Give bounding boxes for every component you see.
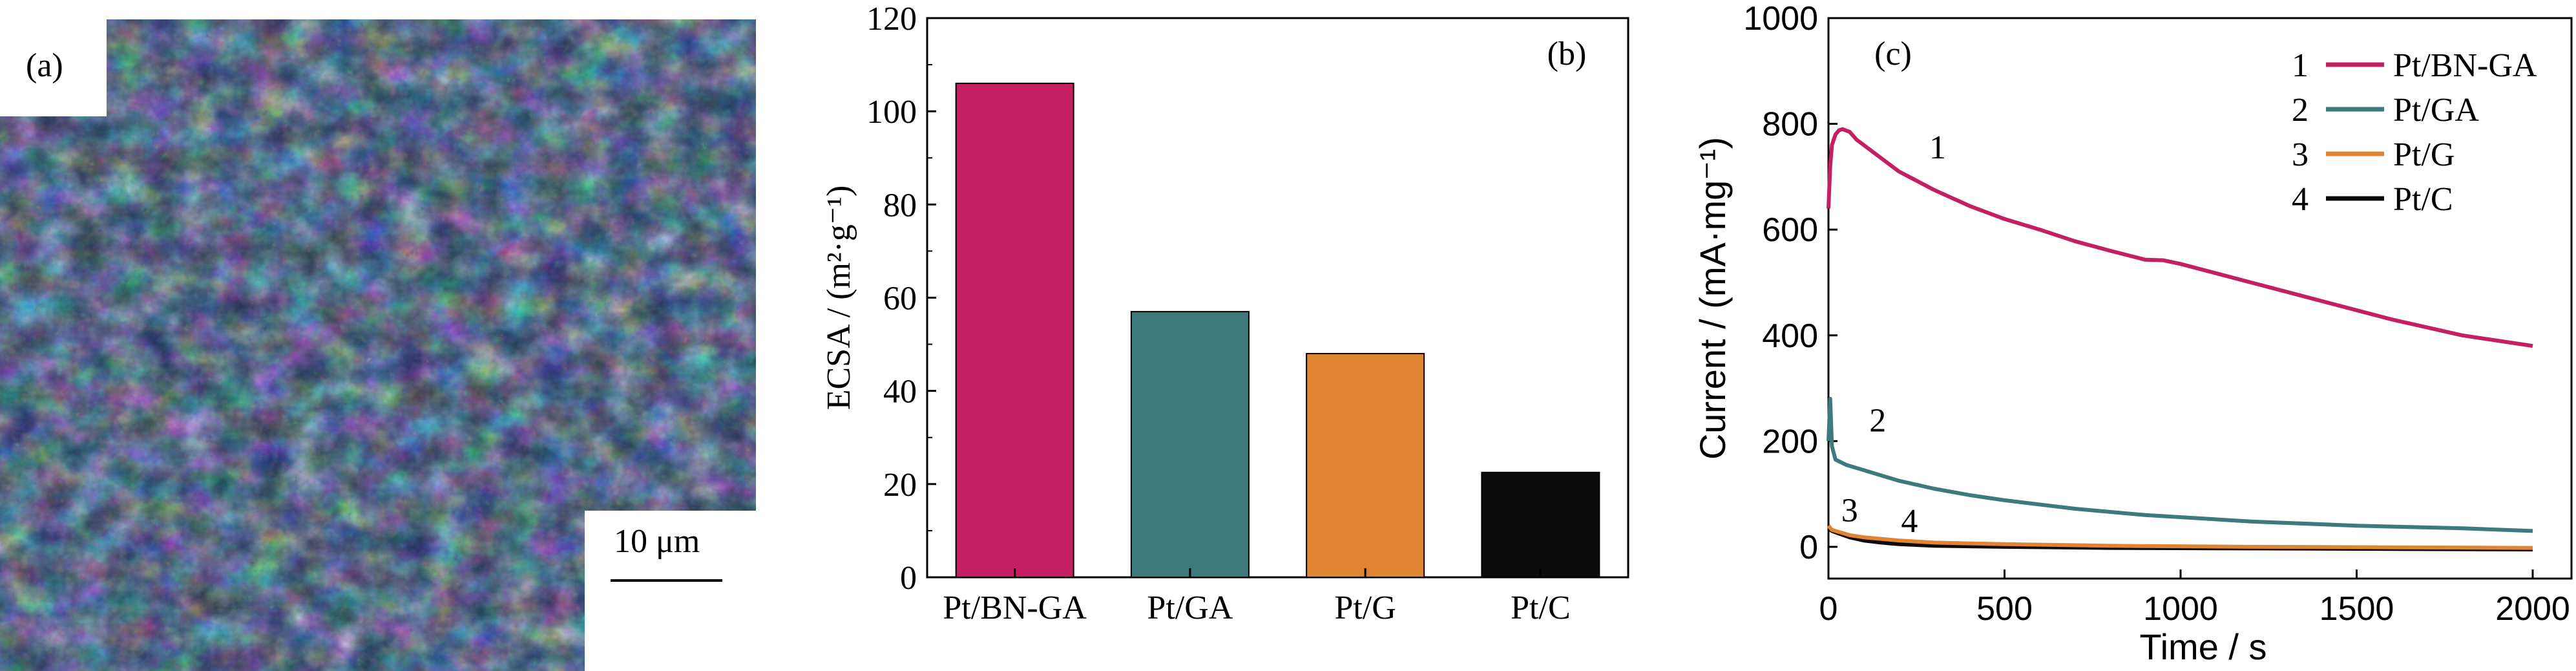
x-tick-label: 0	[1819, 590, 1838, 628]
legend-label: Pt/G	[2393, 136, 2455, 173]
y-tick-label: 120	[866, 1, 917, 37]
x-tick-label: 500	[1976, 590, 2033, 628]
legend-number: 1	[2292, 47, 2309, 84]
curve-number-label: 1	[1929, 129, 1946, 166]
sem-micrograph-icon	[0, 0, 756, 671]
y-tick-label: 100	[866, 94, 917, 131]
y-tick-label: 1000	[1743, 0, 1818, 37]
x-tick-label: Pt/GA	[1147, 590, 1233, 626]
y-tick-label: 800	[1762, 106, 1818, 144]
current-time-line-chart: 0 200 400 600 800 1000 0 500 1000 1500 2000 1 2 3 4 1 Pt…	[1692, 0, 2573, 667]
series-line-pt-bn-ga	[1827, 127, 2533, 348]
legend-label: Pt/BN-GA	[2393, 47, 2537, 84]
scale-bar-label: 10 μm	[614, 523, 700, 560]
bar-pt-g	[1306, 353, 1425, 578]
legend-label: Pt/C	[2393, 181, 2453, 218]
y-tick-label: 80	[883, 187, 917, 224]
y-tick-label: 20	[883, 467, 917, 504]
x-tick-label: Pt/BN-GA	[943, 590, 1087, 626]
y-tick-label: 40	[883, 374, 917, 410]
legend-label: Pt/GA	[2393, 92, 2479, 129]
y-tick-label: 0	[900, 560, 917, 597]
panel-a-label-box	[0, 0, 107, 116]
ecsa-bar-chart: 0 20 40 60 80 100 120 Pt/BN-GA Pt/GA Pt/G Pt/C (b) E…	[821, 1, 1629, 626]
curve-number-label: 3	[1841, 493, 1858, 529]
y-tick-label: 200	[1762, 423, 1818, 460]
bar-pt-ga	[1130, 311, 1250, 578]
y-tick-label: 400	[1762, 317, 1818, 355]
y-tick-label: 60	[883, 281, 917, 317]
panel-a-label: (a)	[26, 47, 63, 84]
series-line-pt-ga	[1827, 396, 2533, 533]
panel-c: 0 200 400 600 800 1000 0 500 1000 1500 2000 1 2 3 4 1 Pt…	[1667, 0, 2576, 671]
y-axis-label: Current / (mA·mg⁻¹)	[1692, 137, 1733, 460]
legend-number: 4	[2292, 181, 2309, 218]
bar-pt-c	[1481, 471, 1600, 578]
series-line-pt-g	[1827, 524, 2533, 550]
y-axis-label: ECSA / (m²·g⁻¹)	[821, 186, 857, 410]
x-tick-label: Pt/G	[1334, 590, 1396, 626]
x-tick-label: 1000	[2143, 590, 2218, 628]
curve-number-label: 4	[1901, 503, 1918, 540]
y-tick-label: 0	[1799, 529, 1818, 566]
plot-frame	[1827, 17, 2573, 580]
panel-a: (a) 10 μm	[0, 0, 756, 671]
y-tick-label: 600	[1762, 211, 1818, 249]
x-tick-label: 2000	[2495, 590, 2570, 628]
panel-b: 0 20 40 60 80 100 120 Pt/BN-GA Pt/GA Pt/G Pt/C (b) E…	[795, 0, 1654, 671]
bar-pt-bn-ga	[955, 82, 1074, 578]
x-tick-label: Pt/C	[1511, 590, 1571, 626]
panel-c-label: (c)	[1874, 36, 1912, 72]
x-axis-label: Time / s	[2139, 626, 2267, 667]
panel-b-label: (b)	[1547, 36, 1587, 72]
scale-bar-box	[585, 511, 756, 671]
legend-number: 3	[2292, 136, 2309, 173]
x-tick-label: 1500	[2319, 590, 2394, 628]
legend-number: 2	[2292, 92, 2309, 129]
curve-number-label: 2	[1869, 403, 1886, 440]
